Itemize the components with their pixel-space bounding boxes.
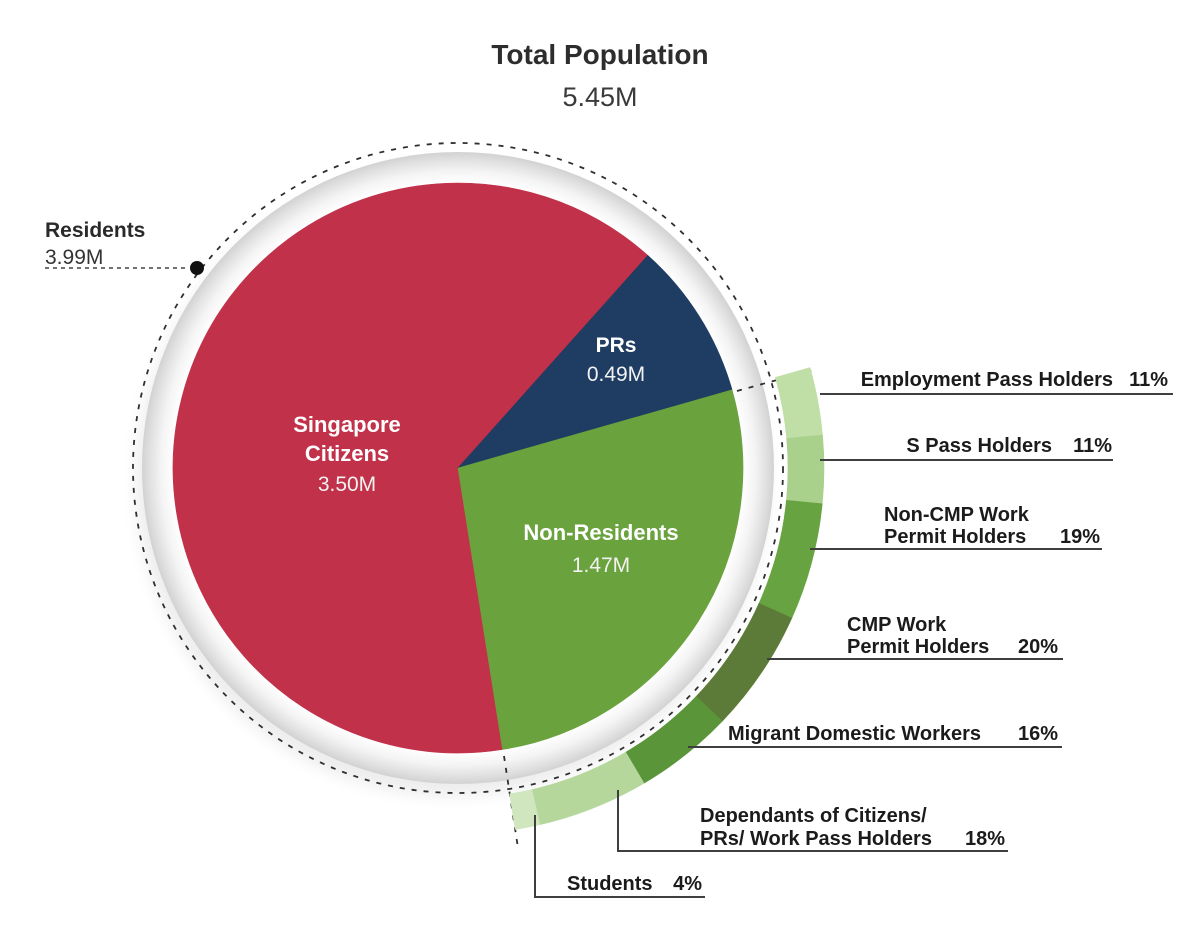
dependants-label-line1: Dependants of Citizens/ — [700, 805, 927, 827]
prs-slice-label: PRs — [596, 334, 637, 357]
dependants-label-line2: PRs/ Work Pass Holders — [700, 828, 932, 850]
citizens-slice-label-line1: Singapore — [293, 412, 401, 437]
residents-anchor-dot — [190, 261, 204, 275]
residents-value: 3.99M — [45, 246, 103, 269]
non-residents-slice-label: Non-Residents — [523, 520, 678, 545]
pie-slice-prs — [457, 255, 733, 469]
employment-pass-pct: 11% — [1129, 369, 1168, 391]
s-pass-pct: 11% — [1073, 435, 1112, 457]
students-pct: 4% — [673, 873, 702, 895]
chart-title: Total Population — [491, 39, 708, 70]
cmp-label-line1: CMP Work — [847, 614, 947, 636]
migrant-domestic-workers-label: Migrant Domestic Workers — [728, 723, 981, 745]
prs-slice-value: 0.49M — [587, 363, 645, 386]
residents-dashed-circle — [132, 142, 784, 794]
citizens-slice-label-line2: Citizens — [305, 441, 389, 466]
non-cmp-label-line2: Permit Holders — [884, 526, 1026, 548]
dependants-pct: 18% — [965, 828, 1005, 850]
dependants-leader-line — [617, 790, 1008, 852]
ring-start-dashed-tick — [736, 368, 818, 392]
pie — [172, 182, 744, 754]
pie-slice-non-residents — [457, 389, 744, 750]
residents-label: Residents — [45, 219, 145, 242]
ring-segment-s-pass-holders — [786, 434, 825, 505]
students-leader-line — [534, 815, 705, 898]
employment-pass-label: Employment Pass Holders — [861, 369, 1113, 391]
chart-total-value: 5.45M — [562, 82, 637, 112]
non-resident-ring — [509, 367, 825, 830]
students-label: Students — [567, 873, 653, 895]
cmp-pct: 20% — [1018, 636, 1058, 658]
ring-segment-students — [509, 789, 541, 830]
ring-segment-employment-pass-holders — [774, 367, 823, 439]
non-cmp-label-line1: Non-CMP Work — [884, 504, 1030, 526]
s-pass-label: S Pass Holders — [906, 435, 1052, 457]
cmp-label-line2: Permit Holders — [847, 636, 989, 658]
non-residents-slice-value: 1.47M — [572, 554, 630, 577]
non-cmp-pct: 19% — [1060, 526, 1100, 548]
pie-slice-singapore-citizens — [172, 182, 649, 754]
citizens-slice-value: 3.50M — [318, 473, 376, 496]
ring-end-dashed-tick — [503, 755, 519, 849]
migrant-domestic-workers-pct: 16% — [1018, 723, 1058, 745]
